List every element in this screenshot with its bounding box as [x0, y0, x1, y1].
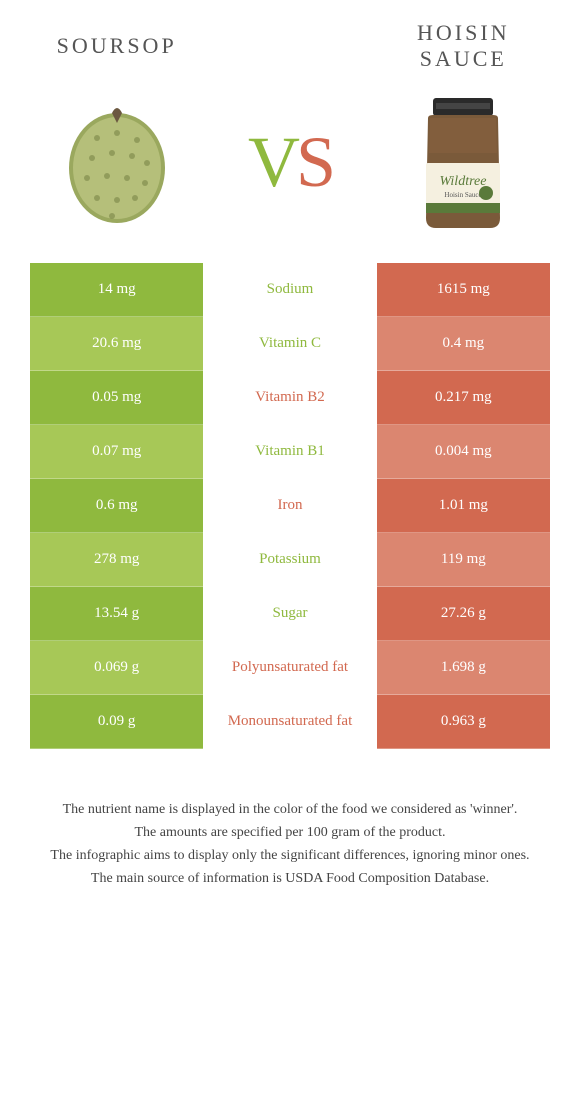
- table-row: 20.6 mgVitamin C0.4 mg: [30, 317, 550, 371]
- right-value: 0.217 mg: [377, 371, 550, 425]
- nutrient-label: Sugar: [203, 587, 376, 641]
- left-value: 0.09 g: [30, 695, 203, 749]
- nutrient-label: Vitamin C: [203, 317, 376, 371]
- nutrient-label: Polyunsaturated fat: [203, 641, 376, 695]
- right-value: 0.4 mg: [377, 317, 550, 371]
- left-value: 278 mg: [30, 533, 203, 587]
- footer-line-3: The infographic aims to display only the…: [30, 845, 550, 866]
- table-row: 13.54 gSugar27.26 g: [30, 587, 550, 641]
- left-value: 20.6 mg: [30, 317, 203, 371]
- table-row: 0.05 mgVitamin B20.217 mg: [30, 371, 550, 425]
- nutrient-label: Monounsaturated fat: [203, 695, 376, 749]
- right-value: 1.698 g: [377, 641, 550, 695]
- nutrient-label: Sodium: [203, 263, 376, 317]
- footer-line-1: The nutrient name is displayed in the co…: [30, 799, 550, 820]
- table-row: 0.069 gPolyunsaturated fat1.698 g: [30, 641, 550, 695]
- comparison-table: 14 mgSodium1615 mg20.6 mgVitamin C0.4 mg…: [30, 263, 550, 749]
- right-value: 1.01 mg: [377, 479, 550, 533]
- soursop-image: [47, 93, 187, 233]
- left-value: 14 mg: [30, 263, 203, 317]
- nutrient-label: Potassium: [203, 533, 376, 587]
- table-row: 0.6 mgIron1.01 mg: [30, 479, 550, 533]
- table-row: 278 mgPotassium119 mg: [30, 533, 550, 587]
- right-value: 27.26 g: [377, 587, 550, 641]
- left-title: SOURSOP: [30, 33, 203, 59]
- table-row: 14 mgSodium1615 mg: [30, 263, 550, 317]
- hoisin-image: Wildtree Hoisin Sauce: [393, 93, 533, 233]
- table-row: 0.09 gMonounsaturated fat0.963 g: [30, 695, 550, 749]
- vs-label: VS: [248, 121, 332, 204]
- left-value: 0.6 mg: [30, 479, 203, 533]
- left-value: 0.05 mg: [30, 371, 203, 425]
- nutrient-label: Iron: [203, 479, 376, 533]
- footer-notes: The nutrient name is displayed in the co…: [0, 749, 580, 911]
- left-value: 13.54 g: [30, 587, 203, 641]
- svg-text:Wildtree: Wildtree: [440, 174, 487, 189]
- left-value: 0.07 mg: [30, 425, 203, 479]
- right-value: 0.963 g: [377, 695, 550, 749]
- vs-v: V: [248, 122, 296, 202]
- right-value: 119 mg: [377, 533, 550, 587]
- table-row: 0.07 mgVitamin B10.004 mg: [30, 425, 550, 479]
- images-row: VS Wildtree Hoisin Sauce: [0, 83, 580, 263]
- footer-line-4: The main source of information is USDA F…: [30, 868, 550, 889]
- right-value: 0.004 mg: [377, 425, 550, 479]
- left-value: 0.069 g: [30, 641, 203, 695]
- footer-line-2: The amounts are specified per 100 gram o…: [30, 822, 550, 843]
- vs-s: S: [296, 122, 332, 202]
- right-value: 1615 mg: [377, 263, 550, 317]
- right-title: HOISIN SAUCE: [377, 20, 550, 73]
- svg-text:Hoisin Sauce: Hoisin Sauce: [445, 191, 482, 199]
- nutrient-label: Vitamin B1: [203, 425, 376, 479]
- nutrient-label: Vitamin B2: [203, 371, 376, 425]
- header: SOURSOP HOISIN SAUCE: [0, 0, 580, 83]
